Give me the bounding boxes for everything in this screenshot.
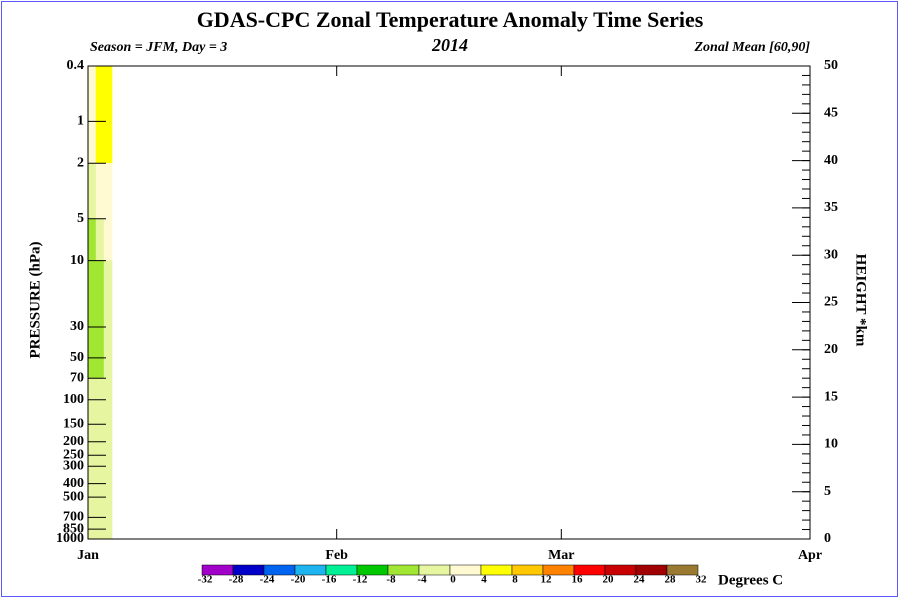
subtitle-center: 2014 (431, 35, 468, 55)
colorbar-tick-label: -20 (291, 574, 306, 586)
y-tick-label: 700 (63, 510, 84, 525)
y-tick-label: 0.4 (67, 58, 85, 73)
y-tick-label: 1000 (56, 531, 84, 546)
y2-tick-label: 30 (824, 247, 838, 262)
cell (87, 65, 97, 122)
colorbar-tick-label: 24 (634, 574, 646, 586)
cell (95, 65, 105, 122)
colorbar-swatch (666, 564, 699, 576)
colorbar-tick-label: -4 (417, 574, 427, 586)
y-tick-label: 300 (63, 458, 84, 473)
colorbar-tick-label: -32 (198, 574, 213, 586)
colorbar-tick-label: -28 (229, 574, 244, 586)
y2-tick-label: 0 (824, 531, 831, 546)
y-tick-label: 2 (77, 156, 84, 171)
cell (103, 163, 113, 219)
colorbar-tick-label: 12 (541, 574, 553, 586)
y2-tick-label: 5 (824, 484, 831, 499)
cell (87, 218, 97, 261)
cell (95, 377, 105, 540)
y2-tick-label: 45 (824, 106, 838, 121)
y2-tick-label: 10 (824, 437, 838, 452)
cell (103, 218, 113, 261)
x-tick-label: Apr (798, 548, 822, 563)
x-tick-label: Jan (77, 548, 99, 563)
cell (87, 121, 97, 164)
colorbar-tick-label: -24 (260, 574, 275, 586)
cell (95, 163, 105, 219)
y2-tick-label: 50 (824, 58, 838, 73)
subtitle-left: Season = JFM, Day = 3 (90, 40, 227, 55)
y-tick-label: 30 (70, 319, 84, 334)
y2-tick-label: 40 (824, 153, 838, 168)
cell (95, 326, 105, 379)
cell (103, 121, 113, 164)
y-tick-label: 500 (63, 489, 84, 504)
y2-tick-label: 25 (824, 295, 838, 310)
y-axis-label: PRESSURE (hPa) (27, 241, 43, 358)
colorbar-tick-label: 4 (481, 574, 487, 586)
cell (95, 121, 105, 164)
cell (103, 65, 113, 122)
y2-tick-label: 35 (824, 200, 838, 215)
colorbar-tick-label: 28 (665, 574, 677, 586)
cell (103, 377, 113, 540)
y-tick-label: 200 (63, 434, 84, 449)
y-tick-label: 5 (77, 211, 84, 226)
colorbar-tick-label: -12 (353, 574, 368, 586)
colorbar-tick-label: 20 (603, 574, 615, 586)
subtitle-right: Zonal Mean [60,90] (694, 40, 811, 55)
cell (87, 260, 97, 328)
y-tick-label: 1 (77, 114, 84, 129)
y-tick-label: 10 (70, 253, 84, 268)
x-tick-label: Mar (548, 548, 574, 563)
colorbar-tick-label: 16 (572, 574, 584, 586)
colorbar-tick-label: 0 (450, 574, 456, 586)
cell (95, 260, 105, 328)
cell (95, 218, 105, 261)
y-tick-label: 70 (70, 370, 84, 385)
y2-axis-label: HEIGHT *km (853, 254, 869, 347)
colorbar-tick-label: -16 (322, 574, 337, 586)
plot-frame (87, 65, 811, 540)
colorbar-tick-label: 32 (696, 574, 708, 586)
colorbar-tick-label: -8 (386, 574, 396, 586)
y-tick-label: 100 (63, 392, 84, 407)
cell (87, 377, 97, 540)
y-tick-label: 850 (63, 521, 84, 536)
y2-tick-label: 20 (824, 342, 838, 357)
cell (87, 326, 97, 379)
chart-title: GDAS-CPC Zonal Temperature Anomaly Time … (197, 7, 704, 32)
cell (87, 163, 97, 219)
x-tick-label: Feb (325, 548, 348, 563)
y-tick-label: 400 (63, 476, 84, 491)
y-tick-label: 250 (63, 447, 84, 462)
cell (103, 326, 113, 379)
y-tick-label: 150 (63, 417, 84, 432)
colorbar-tick-label: 8 (512, 574, 518, 586)
colorbar-label: Degrees C (718, 572, 783, 588)
cell (103, 260, 113, 328)
y2-tick-label: 15 (824, 389, 838, 404)
y-tick-label: 50 (70, 350, 84, 365)
